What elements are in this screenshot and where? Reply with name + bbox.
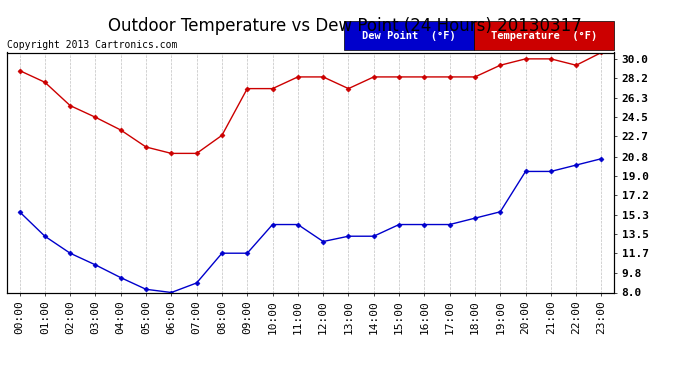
FancyBboxPatch shape bbox=[344, 21, 475, 50]
Text: Copyright 2013 Cartronics.com: Copyright 2013 Cartronics.com bbox=[7, 40, 177, 50]
Text: Temperature  (°F): Temperature (°F) bbox=[491, 31, 598, 41]
Text: Outdoor Temperature vs Dew Point (24 Hours) 20130317: Outdoor Temperature vs Dew Point (24 Hou… bbox=[108, 17, 582, 35]
FancyBboxPatch shape bbox=[475, 21, 614, 50]
Text: Dew Point  (°F): Dew Point (°F) bbox=[362, 31, 456, 41]
